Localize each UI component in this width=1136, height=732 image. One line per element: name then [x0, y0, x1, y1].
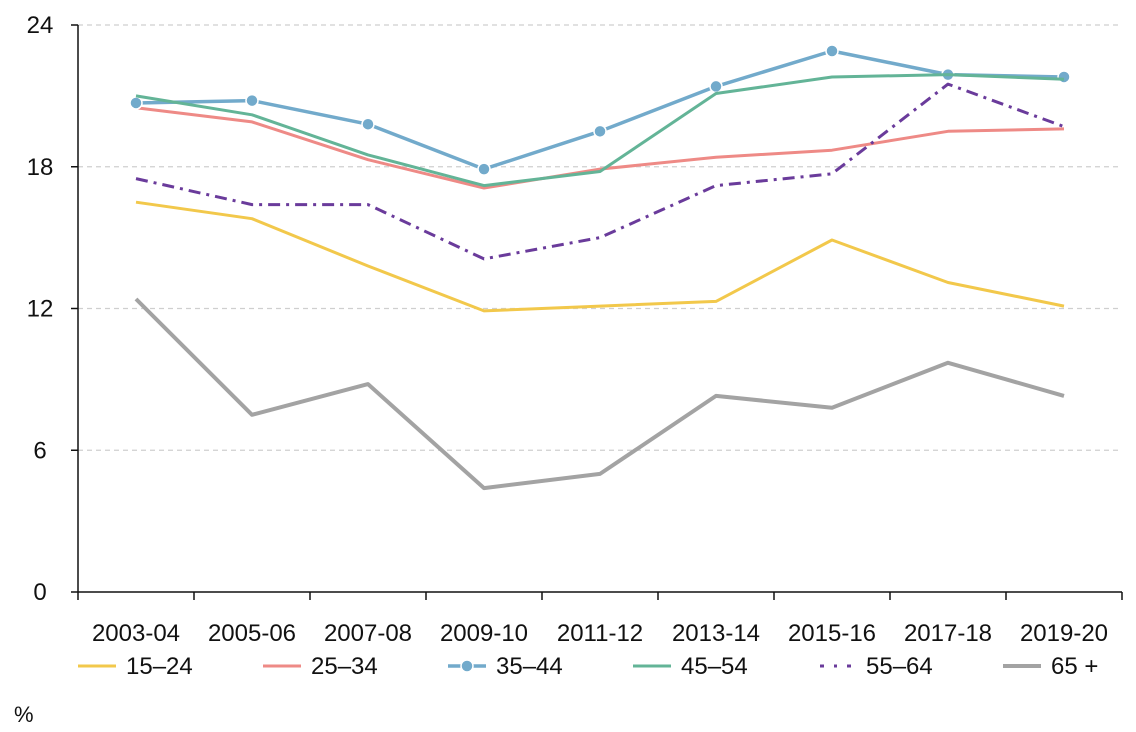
y-tick-label: 24 [27, 12, 54, 39]
series-point [245, 93, 259, 108]
axes: 0 6 12 18 24 2003-04 2005-06 2007-08 2009-10 2011… [27, 12, 1123, 647]
x-tick-label: 2019-20 [1020, 620, 1108, 647]
series-point [361, 117, 375, 131]
legend-item: 65 + [1003, 653, 1098, 680]
series-line [135, 49, 1065, 171]
legend-label: 25–34 [311, 653, 378, 680]
legend-item: 45–54 [633, 653, 748, 680]
x-tick-label: 2009-10 [440, 620, 528, 647]
legend-item: 25–34 [263, 653, 378, 680]
x-tick-label: 2011-12 [557, 620, 643, 647]
y-tick-label: 6 [33, 437, 46, 464]
legend-label: 45–54 [681, 653, 748, 680]
series-point [709, 79, 723, 94]
gridlines [78, 24, 1122, 451]
x-tick-label: 2015-16 [788, 620, 876, 647]
x-tick-label: 2003-04 [92, 620, 180, 647]
x-tick-label: 2013-14 [672, 620, 760, 647]
legend-item: 55–64 [820, 653, 933, 680]
series-point [129, 96, 143, 110]
x-tick-label: 2007-08 [324, 620, 412, 647]
x-tick-label: 2017-18 [904, 620, 992, 647]
legend-item: 35–44 [448, 653, 563, 680]
series-point [477, 162, 491, 176]
series-line [135, 73, 1065, 188]
legend-label: 35–44 [496, 653, 563, 680]
series-point [1057, 70, 1071, 84]
series-lines [129, 44, 1071, 491]
legend: 15–24 25–34 35–44 45–54 55–64 65 + [78, 653, 1098, 680]
y-tick-label: 18 [27, 154, 54, 181]
legend-label: 65 + [1051, 653, 1098, 680]
series-line [135, 106, 1065, 190]
legend-label: 15–24 [126, 653, 193, 680]
series-line [135, 200, 1065, 313]
legend-label: 55–64 [866, 653, 933, 680]
y-tick-label: 12 [27, 296, 54, 323]
y-axis-unit-label: % [14, 702, 34, 727]
x-tick-label: 2005-06 [208, 620, 296, 647]
y-tick-label: 0 [33, 579, 46, 606]
series-line [134, 297, 1065, 491]
series-point [593, 124, 607, 139]
legend-item: 15–24 [78, 653, 193, 680]
series-point [825, 44, 839, 58]
legend-marker [460, 659, 474, 673]
